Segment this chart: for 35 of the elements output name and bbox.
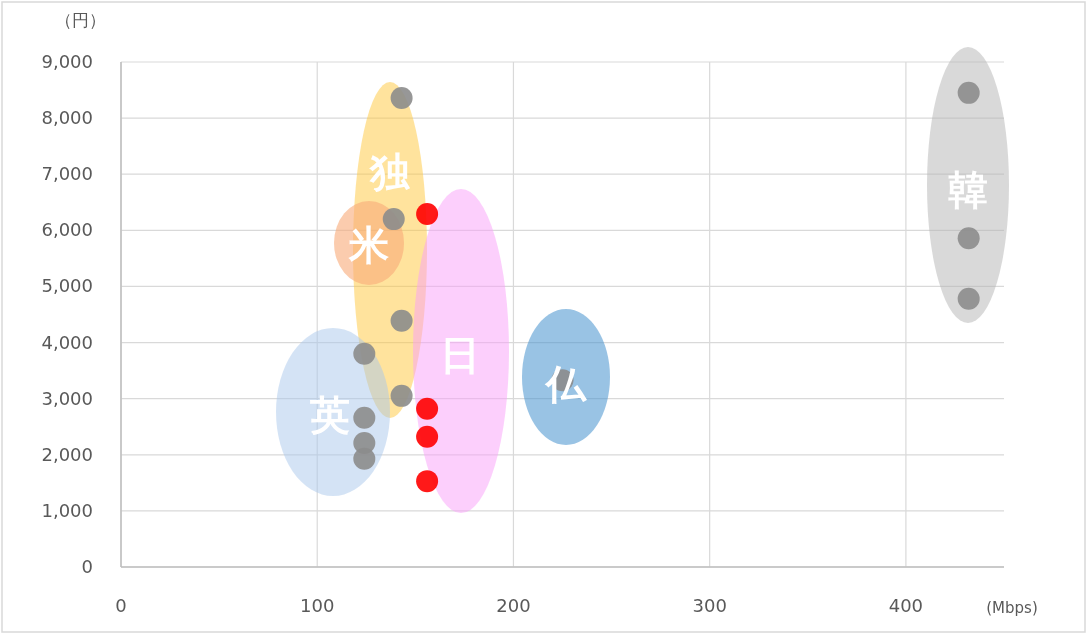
point xyxy=(353,447,376,470)
point xyxy=(416,397,439,420)
y-tick-label: 9,000 xyxy=(41,51,93,72)
point xyxy=(390,86,413,109)
y-tick-label: 6,000 xyxy=(41,219,93,241)
x-tick-label: 400 xyxy=(888,595,924,616)
annotation: 日 xyxy=(440,332,480,378)
point xyxy=(353,342,376,365)
x-tick-label: 0 xyxy=(115,595,127,616)
y-tick-label: 7,000 xyxy=(41,163,93,185)
point xyxy=(390,384,413,407)
annotation: 仏 xyxy=(544,361,587,407)
annotation: 米 xyxy=(348,222,389,268)
y-tick-label: 0 xyxy=(81,556,93,577)
point xyxy=(957,287,980,310)
annotation: 英 xyxy=(309,392,350,438)
y-tick-label: 1,000 xyxy=(41,499,93,521)
x-tick-label: 100 xyxy=(300,595,335,616)
x-tick-label: 200 xyxy=(496,595,531,616)
x-axis-title: (Mbps) xyxy=(986,599,1038,617)
y-tick-label: 4,000 xyxy=(41,331,93,353)
y-axis-title: （円） xyxy=(54,10,106,30)
point xyxy=(390,309,413,332)
point xyxy=(353,406,376,429)
y-tick-label: 8,000 xyxy=(41,107,93,129)
point xyxy=(416,203,439,226)
point xyxy=(416,425,439,448)
y-tick-label: 2,000 xyxy=(41,443,93,465)
y-tick-label: 5,000 xyxy=(41,275,93,297)
point xyxy=(416,470,439,493)
point xyxy=(957,81,980,104)
point xyxy=(957,227,980,250)
annotation: 独 xyxy=(369,149,410,195)
x-tick-label: 300 xyxy=(692,595,727,616)
y-tick-label: 3,000 xyxy=(41,387,93,409)
